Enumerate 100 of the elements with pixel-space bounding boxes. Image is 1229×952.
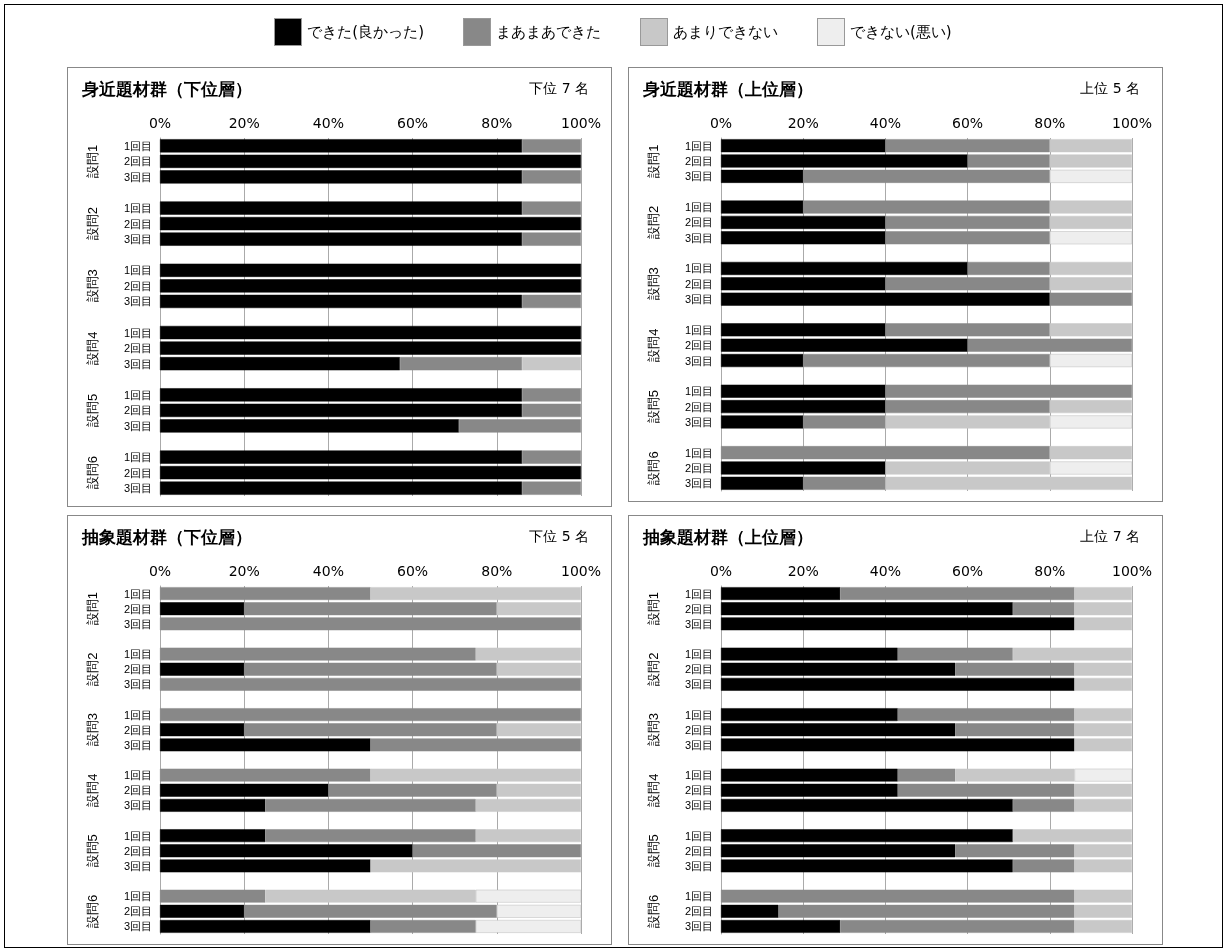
chart-title: 身近題材群（下位層） <box>82 78 252 101</box>
y-tick-label: 3回目 <box>684 170 713 183</box>
y-tick-label: 3回目 <box>684 920 713 933</box>
y-tick-label: 3回目 <box>123 482 152 495</box>
x-tick-label: 100% <box>1111 115 1153 131</box>
x-tick-label: 80% <box>481 115 513 131</box>
y-tick-label: 2回目 <box>684 216 713 229</box>
bar <box>160 904 245 918</box>
bar <box>803 415 886 429</box>
bar <box>522 139 581 153</box>
y-tick-label: 1回目 <box>684 648 713 661</box>
chart-title: 身近題材群（上位層） <box>643 78 813 101</box>
bar <box>458 419 581 433</box>
legend-label: できない(悪い) <box>850 22 952 42</box>
bar <box>1074 798 1132 812</box>
y-tick-label: 1回目 <box>684 139 713 152</box>
bar <box>721 384 886 398</box>
bar <box>1012 798 1075 812</box>
legend-label: できた(良かった) <box>307 22 424 42</box>
bar <box>160 419 459 433</box>
bar <box>1049 261 1132 275</box>
bar <box>721 231 886 245</box>
bar <box>1049 169 1132 183</box>
bar <box>955 723 1075 737</box>
y-tick-label: 1回目 <box>684 890 713 903</box>
bar <box>897 708 1075 722</box>
bar <box>721 261 968 275</box>
x-tick-label: 80% <box>1034 563 1066 579</box>
chart-subtitle: 下位 5 名 <box>529 528 589 546</box>
y-tick-label: 3回目 <box>123 357 152 370</box>
bar <box>1012 602 1075 616</box>
x-tick-label: 60% <box>952 563 984 579</box>
y-tick-label: 3回目 <box>684 293 713 306</box>
bar <box>885 415 1050 429</box>
y-tick-label: 3回目 <box>123 738 152 751</box>
bar <box>370 859 581 873</box>
bar <box>1049 231 1132 245</box>
bar <box>265 798 476 812</box>
bar <box>160 783 329 797</box>
bar <box>1049 415 1132 429</box>
y-tick-label: 2回目 <box>684 277 713 290</box>
y-tick-label: 3回目 <box>123 170 152 183</box>
text: 設問1 <box>84 592 100 626</box>
text: 設問5 <box>84 834 100 868</box>
bar <box>522 450 581 464</box>
y-tick-label: 1回目 <box>684 323 713 336</box>
y-tick-label: 1回目 <box>123 139 152 152</box>
chart-title: 抽象題材群（下位層） <box>82 526 252 549</box>
x-tick-label: 20% <box>787 115 819 131</box>
bar <box>160 263 581 277</box>
y-tick-label: 3回目 <box>123 920 152 933</box>
bar <box>1049 323 1132 337</box>
y-tick-label: 1回目 <box>684 769 713 782</box>
y-tick-label: 3回目 <box>684 231 713 244</box>
y-tick-label: 1回目 <box>684 587 713 600</box>
bar <box>1049 400 1132 414</box>
bar <box>721 446 1050 460</box>
y-tick-label: 1回目 <box>123 264 152 277</box>
y-tick-label: 2回目 <box>123 217 152 230</box>
y-tick-label: 1回目 <box>684 829 713 842</box>
text: 設問2 <box>84 206 100 241</box>
text: 設問1 <box>645 144 661 178</box>
y-tick-label: 1回目 <box>684 708 713 721</box>
chart-title: 抽象題材群（上位層） <box>643 526 813 549</box>
bar <box>955 768 1075 782</box>
bar <box>1049 354 1132 368</box>
y-tick-label: 1回目 <box>123 708 152 721</box>
x-tick-label: 40% <box>312 563 344 579</box>
x-tick-label: 80% <box>481 563 513 579</box>
y-tick-label: 3回目 <box>684 415 713 428</box>
bar <box>721 677 1075 691</box>
x-tick-label: 0% <box>709 563 733 579</box>
bar <box>522 481 581 495</box>
x-tick-label: 20% <box>228 563 260 579</box>
bar <box>840 587 1075 600</box>
y-tick-label: 3回目 <box>684 738 713 751</box>
bar <box>265 889 476 903</box>
bar <box>885 231 1050 245</box>
bar <box>370 920 476 933</box>
text: 設問5 <box>645 834 661 868</box>
x-tick-label: 40% <box>312 115 344 131</box>
y-tick-label: 2回目 <box>123 155 152 168</box>
x-tick-label: 60% <box>397 563 429 579</box>
y-tick-label: 2回目 <box>684 400 713 413</box>
x-tick-label: 40% <box>869 563 901 579</box>
bar <box>160 677 581 691</box>
y-tick-label: 2回目 <box>684 844 713 857</box>
x-tick-label: 20% <box>787 563 819 579</box>
y-tick-label: 3回目 <box>684 617 713 630</box>
bar <box>1074 920 1132 933</box>
bar <box>967 261 1050 275</box>
text: 設問4 <box>645 328 661 362</box>
bar <box>160 170 523 184</box>
y-tick-label: 2回目 <box>123 342 152 355</box>
y-tick-label: 3回目 <box>123 678 152 691</box>
bar <box>522 294 581 309</box>
bar <box>475 920 581 933</box>
y-tick-label: 2回目 <box>684 663 713 676</box>
bar <box>885 384 1132 398</box>
y-tick-label: 3回目 <box>684 859 713 872</box>
